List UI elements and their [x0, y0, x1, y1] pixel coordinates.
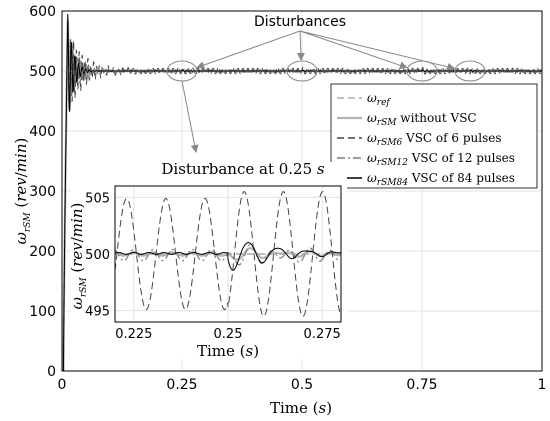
legend-entry-label: ωref	[367, 91, 391, 108]
main-x-tick-label: 0	[58, 377, 67, 393]
disturbance-arrow	[299, 30, 408, 70]
legend-box	[330, 83, 538, 189]
main-y-tick-label: 200	[29, 244, 56, 260]
main-series-line-v12	[62, 24, 542, 371]
inset-series-line-v84	[115, 242, 341, 271]
legend-entry-label: ωrSM6 VSC of 6 pulses	[367, 131, 502, 148]
disturbance-arrow	[299, 30, 456, 71]
main-axes-frame	[61, 10, 543, 372]
disturbance-arrow	[296, 30, 305, 62]
inset-series-line-v12	[115, 243, 341, 266]
inset-x-tick-label: 0.225	[115, 327, 152, 342]
inset-x-axis-label: Time (s)	[197, 342, 259, 360]
legend-entry-label: ωrSM84 VSC of 84 pulses	[367, 171, 515, 188]
legend: ωref ωrSM without VSC ωrSM6 VSC of 6 pulse…	[330, 83, 538, 189]
main-y-tick-label: 300	[29, 184, 56, 200]
main-series-line-v84	[62, 13, 542, 371]
disturbance-annotation	[166, 30, 486, 153]
main-y-axis-label: ωrSM (rev/min)	[12, 138, 33, 245]
main-y-tick-label: 0	[47, 364, 56, 380]
inset-title: Disturbance at 0.25 s	[161, 160, 325, 178]
disturbance-arrow	[196, 30, 301, 69]
main-y-tick-label: 100	[29, 304, 56, 320]
disturbance-marker	[454, 60, 486, 82]
inset-y-tick-label: 495	[85, 305, 110, 320]
legend-entry-label: ωrSM12 VSC of 12 pulses	[367, 151, 515, 168]
legend-entry-label: ωrSM without VSC	[367, 111, 477, 128]
main-x-tick-label: 0.75	[406, 377, 437, 393]
main-x-axis-label: Time (s)	[270, 399, 332, 417]
main-y-tick-label: 400	[29, 124, 56, 140]
inset-x-tick-label: 0.25	[214, 327, 243, 342]
main-plot-area	[62, 13, 542, 371]
main-y-tick-label: 500	[29, 64, 56, 80]
inset-plot-area	[115, 191, 341, 317]
inset-pointer-arrow	[181, 80, 199, 153]
inset-tick-labels: 0.225 0.25 0.275 495 500 505	[85, 191, 341, 342]
inset-y-tick-label: 505	[85, 191, 110, 206]
inset-series-line-v6	[115, 191, 341, 317]
main-x-tick-label: 1	[538, 377, 547, 393]
inset-y-tick-label: 500	[85, 248, 110, 263]
inset-x-tick-label: 0.275	[304, 327, 341, 342]
main-x-tick-label: 0.5	[291, 377, 313, 393]
main-x-tick-label: 0.25	[166, 377, 197, 393]
main-tick-labels: 0 0.25 0.5 0.75 1 0 100 200 300 400 500 600	[29, 4, 546, 393]
main-y-tick-label: 600	[29, 4, 56, 20]
inset-axes-frame	[114, 185, 342, 323]
disturbances-label: Disturbances	[254, 14, 346, 30]
